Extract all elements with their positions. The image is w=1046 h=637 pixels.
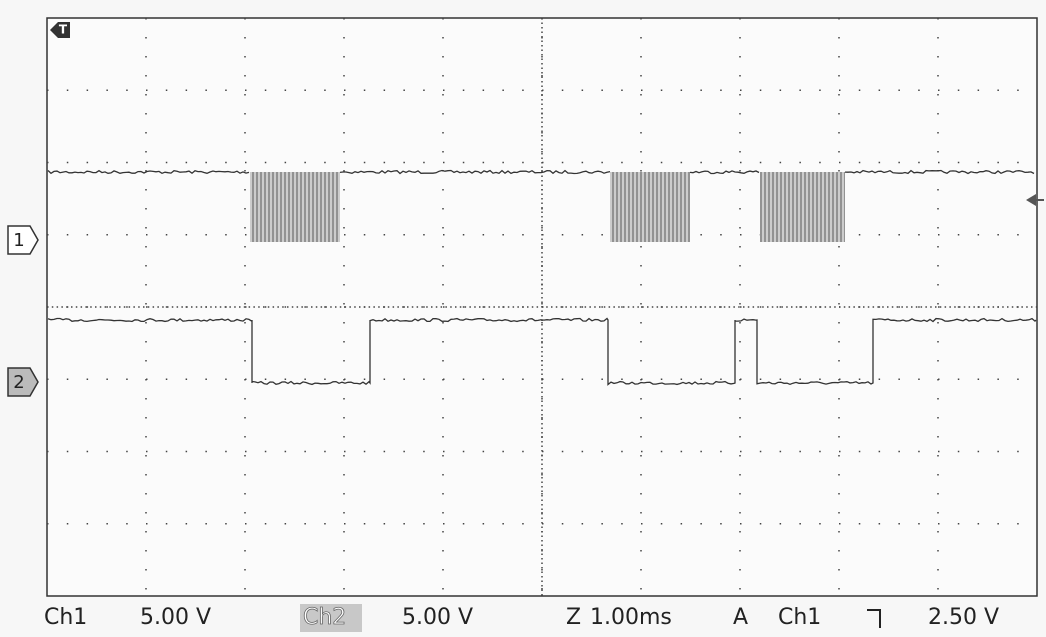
- ch1-label: Ch1: [44, 605, 87, 630]
- timebase-mode: Z: [566, 605, 581, 630]
- ch2-label: Ch2: [303, 605, 346, 630]
- ch2-marker-label: 2: [13, 372, 24, 393]
- timebase: 1.00ms: [590, 605, 672, 630]
- trigger-source: Ch1: [778, 605, 821, 630]
- oscilloscope-screen: T 1 2 Ch1 5.00 V Ch2 5.00 V Z 1.00ms A C…: [0, 0, 1046, 637]
- ch1-burst: [250, 172, 340, 242]
- trigger-level: 2.50 V: [928, 605, 999, 630]
- trigger-marker-label: T: [59, 23, 68, 37]
- ch1-burst: [760, 172, 845, 242]
- ch1-scale: 5.00 V: [140, 605, 211, 630]
- page: {"markers": {"trigger": "T", "ch1": "1",…: [0, 0, 1046, 637]
- trigger-mode: A: [733, 605, 748, 630]
- ch1-marker-label: 1: [13, 230, 24, 251]
- ch1-burst: [610, 172, 690, 242]
- ch2-scale: 5.00 V: [402, 605, 473, 630]
